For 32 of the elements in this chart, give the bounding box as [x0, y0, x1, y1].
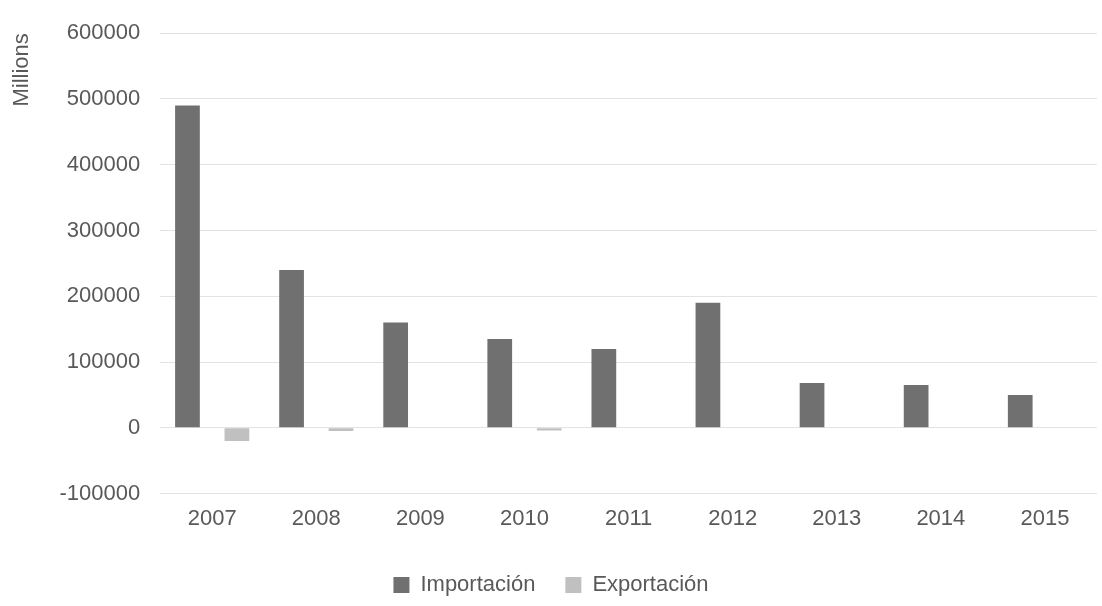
bar	[328, 428, 354, 432]
bar	[536, 428, 562, 431]
x-tick-label: 2008	[291, 504, 341, 530]
bar	[175, 105, 200, 428]
y-tick-label: -100000	[59, 479, 141, 505]
bar	[799, 383, 825, 428]
bar	[695, 302, 721, 428]
bar	[903, 385, 929, 428]
x-tick-label: 2014	[916, 504, 966, 530]
x-tick-label: 2012	[708, 504, 758, 530]
y-tick-label: 0	[127, 413, 141, 439]
bar	[487, 339, 513, 428]
x-tick-label: 2015	[1020, 504, 1070, 530]
bar	[279, 269, 304, 428]
y-tick-label: 100000	[66, 348, 141, 374]
bar	[224, 428, 250, 441]
x-tick-label: 2007	[187, 504, 237, 530]
legend-label: Exportación	[592, 571, 709, 597]
x-tick-label: 2011	[604, 504, 653, 530]
y-tick-label: 300000	[66, 216, 141, 242]
y-tick-label: 200000	[66, 282, 141, 308]
y-tick-label: 600000	[66, 19, 141, 45]
y-axis-title: Millions	[8, 33, 34, 107]
y-tick-label: 400000	[66, 150, 141, 176]
bar	[591, 348, 617, 428]
y-tick-label: 500000	[66, 85, 141, 111]
bar	[383, 322, 409, 428]
bar	[1007, 394, 1033, 428]
x-tick-label: 2010	[500, 504, 549, 530]
x-tick-label: 2009	[395, 504, 445, 530]
x-tick-label: 2013	[812, 504, 862, 530]
legend-label: Importación	[420, 571, 536, 597]
